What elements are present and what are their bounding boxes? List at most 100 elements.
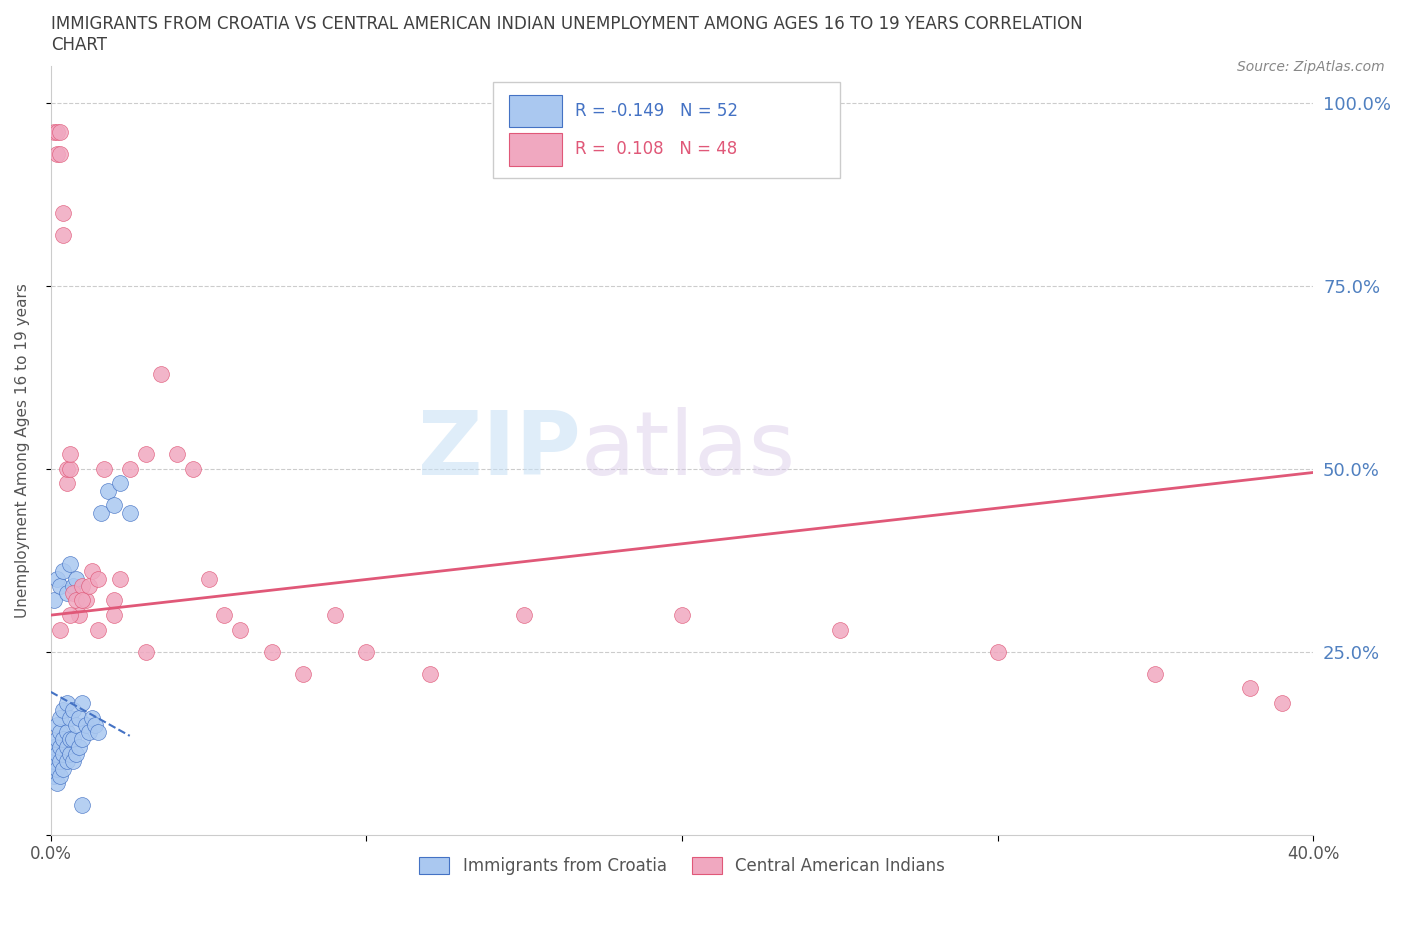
Point [55,724,77,739]
Point [93,461,115,476]
Point [49,578,72,593]
Point [46,125,69,140]
Point [166,446,188,461]
Point [77,724,100,739]
Point [42,593,65,608]
Point [42,768,65,783]
Point [46,717,69,732]
Point [67,739,90,754]
Point [419,666,441,681]
Point [987,644,1010,659]
Point [46,762,69,777]
Text: IMMIGRANTS FROM CROATIA VS CENTRAL AMERICAN INDIAN UNEMPLOYMENT AMONG AGES 16 TO: IMMIGRANTS FROM CROATIA VS CENTRAL AMERI… [51,15,1083,54]
Point [55,461,77,476]
Point [49,754,72,769]
Point [181,461,204,476]
Point [46,776,69,790]
Point [118,505,141,520]
Point [59,446,82,461]
Point [828,622,851,637]
Point [72,732,94,747]
Point [118,461,141,476]
Point [72,798,94,813]
Text: R = -0.149   N = 52: R = -0.149 N = 52 [575,102,738,120]
Text: R =  0.108   N = 48: R = 0.108 N = 48 [575,140,737,158]
Point [67,607,90,622]
Point [59,607,82,622]
Point [97,484,120,498]
Point [72,593,94,608]
Point [49,125,72,140]
Point [110,571,132,586]
Point [52,564,75,578]
Point [42,739,65,754]
Point [103,498,125,512]
Point [229,622,252,637]
Point [62,586,84,601]
Point [46,747,69,762]
Point [75,717,97,732]
Text: ZIP: ZIP [419,407,581,494]
Point [67,711,90,725]
Point [49,768,72,783]
FancyBboxPatch shape [509,133,562,166]
Point [77,578,100,593]
Legend: Immigrants from Croatia, Central American Indians: Immigrants from Croatia, Central America… [412,850,952,882]
Point [42,754,65,769]
Point [52,732,75,747]
FancyBboxPatch shape [509,95,562,127]
Point [1144,666,1167,681]
Point [150,366,173,381]
Point [80,711,103,725]
Point [260,644,283,659]
Point [55,586,77,601]
Point [65,593,87,608]
Point [110,476,132,491]
Point [134,446,156,461]
Point [292,666,315,681]
Point [55,754,77,769]
Point [214,607,236,622]
Point [75,593,97,608]
Point [65,747,87,762]
Point [671,607,693,622]
Point [55,739,77,754]
Point [59,711,82,725]
Point [134,644,156,659]
Point [52,206,75,220]
Point [87,622,110,637]
Point [46,571,69,586]
Point [52,703,75,718]
Point [59,556,82,571]
Point [513,607,536,622]
Point [80,564,103,578]
Point [46,732,69,747]
Point [1271,696,1294,711]
Point [62,703,84,718]
Point [49,622,72,637]
Point [1239,681,1261,696]
Text: atlas: atlas [581,407,796,494]
Text: Source: ZipAtlas.com: Source: ZipAtlas.com [1237,60,1385,74]
Point [49,147,72,162]
Y-axis label: Unemployment Among Ages 16 to 19 years: Unemployment Among Ages 16 to 19 years [15,283,30,618]
Point [323,607,346,622]
Point [46,147,69,162]
FancyBboxPatch shape [492,82,839,178]
Point [65,717,87,732]
Point [103,607,125,622]
Point [65,571,87,586]
Point [52,227,75,242]
Point [52,747,75,762]
Point [52,762,75,777]
Point [84,717,107,732]
Point [49,739,72,754]
Point [62,754,84,769]
Point [59,732,82,747]
Point [197,571,219,586]
Point [356,644,378,659]
Point [87,571,110,586]
Point [59,461,82,476]
Point [55,696,77,711]
Point [42,125,65,140]
